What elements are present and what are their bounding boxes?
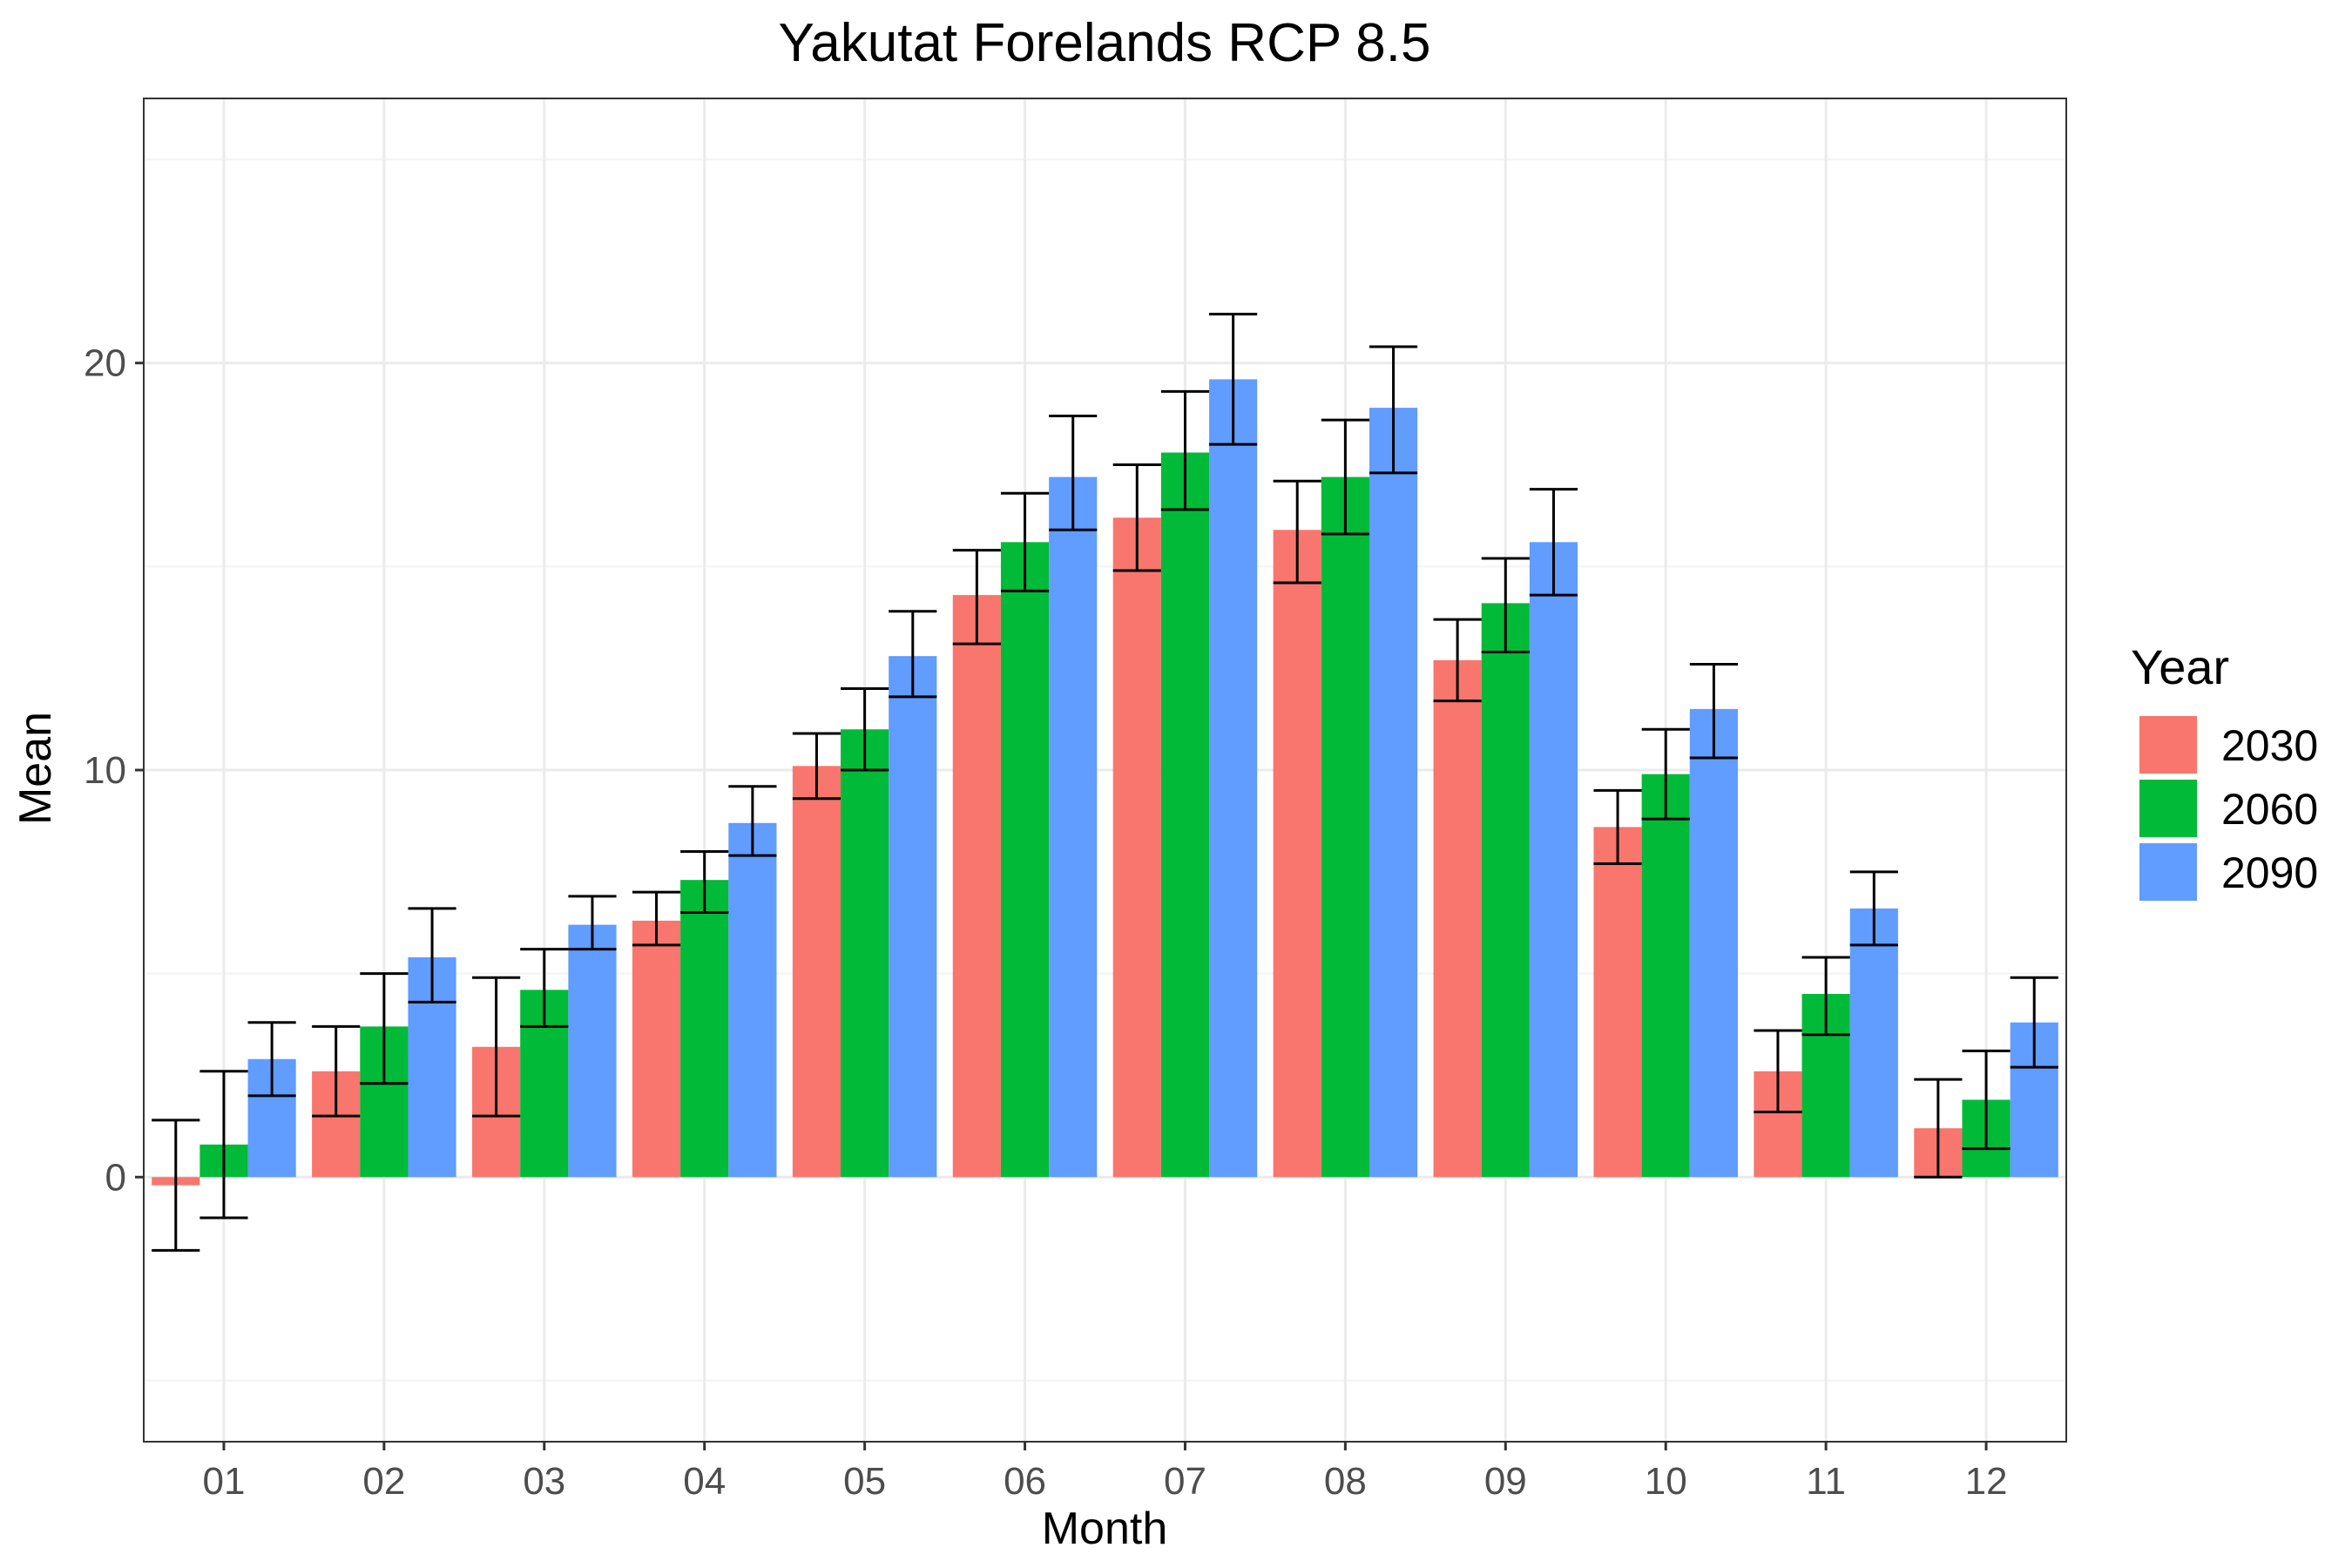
error-bar-2030-11 (1754, 1029, 1802, 1114)
bar-2090-03 (568, 924, 617, 1178)
error-bar-2090-10 (1689, 663, 1738, 760)
bar-2090-08 (1369, 408, 1418, 1178)
legend-label-2090: 2090 (2221, 848, 2318, 897)
legend-key-2030 (2139, 716, 2197, 774)
error-bar-2060-11 (1801, 956, 1850, 1037)
error-bar-2030-04 (632, 890, 681, 947)
bar-2030-10 (1593, 827, 1642, 1178)
error-bar-2060-04 (680, 849, 729, 915)
legend-item-2030: 2030 (2139, 716, 2318, 774)
error-bar-2090-01 (247, 1021, 296, 1098)
x-axis-title: Month (1042, 1504, 1168, 1554)
legend-key-2090 (2139, 843, 2197, 901)
error-bar-2030-08 (1273, 479, 1321, 585)
y-tick-label: 20 (84, 342, 126, 385)
error-bar-2030-03 (472, 976, 521, 1118)
bar-2060-10 (1641, 774, 1690, 1178)
bar-2030-09 (1433, 659, 1482, 1178)
y-axis: 0 10 20 (84, 342, 144, 1199)
bar-2060-07 (1160, 452, 1210, 1178)
error-bar-2030-01 (152, 1119, 200, 1252)
y-tick-label: 10 (84, 749, 126, 792)
bar-2060-08 (1321, 476, 1369, 1178)
error-bar-2060-05 (841, 687, 889, 772)
error-bar-2060-09 (1481, 557, 1530, 653)
error-bar-2030-07 (1112, 463, 1161, 572)
x-tick-label: 06 (1004, 1460, 1046, 1503)
error-bar-2030-12 (1914, 1078, 1963, 1179)
legend-key-2060 (2139, 780, 2197, 837)
x-tick-label: 02 (362, 1460, 405, 1503)
legend-item-2060: 2060 (2139, 780, 2318, 837)
bar-2090-05 (889, 656, 937, 1178)
error-bar-2030-05 (792, 732, 841, 801)
error-bar-2030-10 (1593, 788, 1642, 865)
bar-2090-06 (1049, 476, 1098, 1178)
error-bar-2090-04 (728, 785, 777, 857)
error-bar-2060-06 (1000, 491, 1050, 592)
bar-2030-07 (1112, 517, 1161, 1178)
error-bar-2090-06 (1049, 414, 1098, 531)
bar-2030-04 (632, 920, 681, 1178)
bar-2090-07 (1209, 379, 1258, 1178)
legend-label-2060: 2060 (2221, 785, 2318, 834)
x-tick-label: 08 (1324, 1460, 1367, 1503)
x-tick-label: 03 (523, 1460, 565, 1503)
legend-label-2030: 2030 (2221, 721, 2318, 770)
error-bar-2090-11 (1849, 870, 1898, 947)
error-bar-2030-09 (1433, 618, 1482, 703)
bar-2060-09 (1481, 603, 1530, 1178)
x-tick-label: 01 (202, 1460, 245, 1503)
bar-2030-08 (1273, 530, 1321, 1178)
error-bar-2090-09 (1529, 488, 1578, 597)
x-tick-label: 07 (1164, 1460, 1206, 1503)
bar-2060-05 (841, 729, 889, 1178)
legend-items: 2030 2060 2090 (2139, 716, 2318, 901)
y-axis-title: Mean (10, 712, 61, 825)
error-bar-2060-08 (1321, 418, 1369, 536)
error-bars-layer (152, 313, 2058, 1252)
error-bar-2060-07 (1160, 389, 1210, 511)
error-bar-2060-10 (1641, 727, 1690, 821)
error-bar-2090-07 (1209, 313, 1258, 446)
x-tick-label: 11 (1806, 1460, 1846, 1503)
error-bar-2090-12 (2010, 976, 2058, 1069)
x-tick-label: 09 (1484, 1460, 1527, 1503)
x-tick-label: 04 (683, 1460, 726, 1503)
x-axis: 01 02 03 04 05 06 07 08 09 10 11 12 (202, 1442, 2008, 1503)
bar-2090-09 (1529, 542, 1578, 1178)
chart-title: Yakutat Forelands RCP 8.5 (779, 13, 1431, 73)
error-bar-2060-01 (199, 1070, 248, 1220)
bar-2090-04 (728, 822, 777, 1178)
bar-2090-11 (1849, 908, 1898, 1178)
bars-layer (152, 379, 2058, 1186)
x-tick-label: 05 (843, 1460, 886, 1503)
error-bar-2060-02 (360, 972, 409, 1085)
error-bar-2090-05 (889, 610, 937, 699)
error-bar-2090-02 (408, 907, 456, 1004)
error-bar-2030-06 (952, 549, 1001, 645)
legend: Year 2030 2060 2090 (2131, 639, 2318, 901)
error-bar-2090-03 (568, 895, 617, 951)
y-tick-label: 0 (105, 1156, 126, 1199)
bar-2090-10 (1689, 708, 1738, 1178)
bar-2060-04 (680, 880, 729, 1178)
legend-item-2090: 2090 (2139, 843, 2318, 901)
legend-title: Year (2131, 639, 2229, 694)
error-bar-2030-02 (312, 1024, 361, 1118)
x-tick-label: 10 (1645, 1460, 1687, 1503)
error-bar-2060-03 (520, 948, 569, 1028)
bar-2060-06 (1000, 542, 1050, 1178)
bar-2030-06 (952, 595, 1001, 1178)
error-bar-2090-08 (1369, 345, 1418, 475)
error-bar-2060-12 (1962, 1049, 2011, 1151)
x-tick-label: 12 (1965, 1460, 2008, 1503)
bar-2030-05 (792, 766, 841, 1178)
